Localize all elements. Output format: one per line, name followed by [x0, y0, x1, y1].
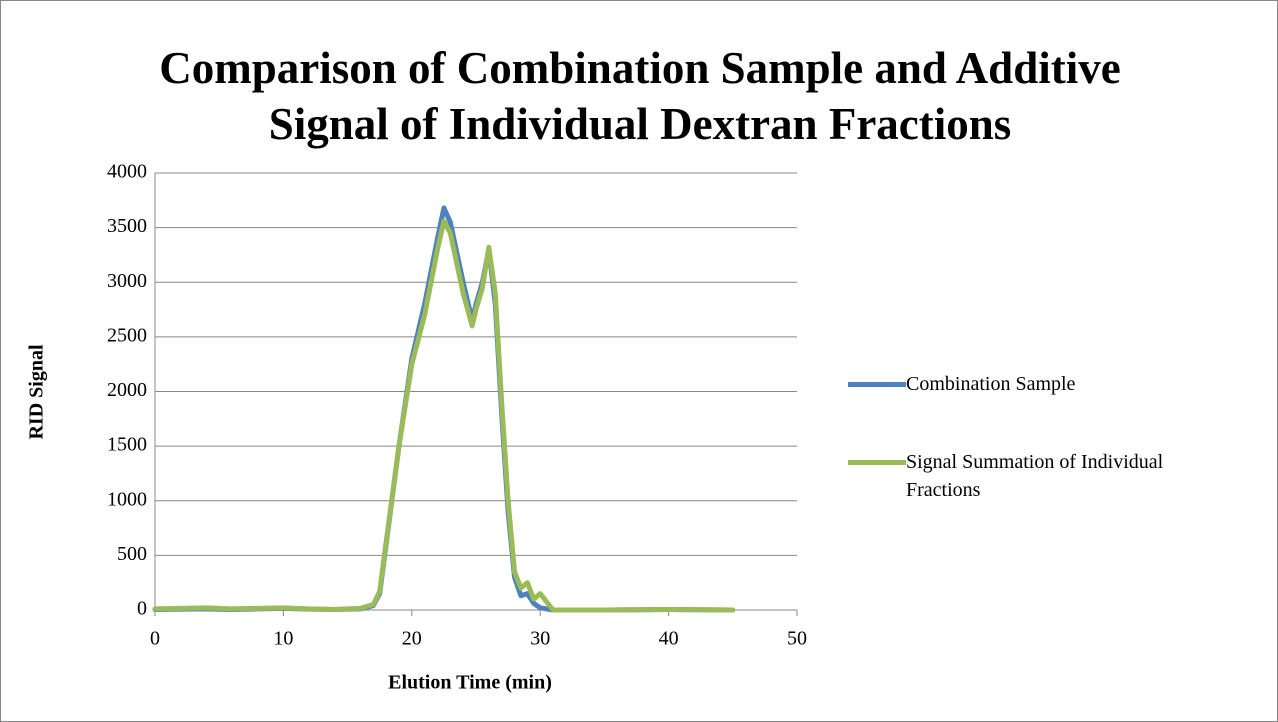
- x-tick-label: 50: [787, 628, 807, 650]
- chart-title: Comparison of Combination Sample and Add…: [159, 43, 1121, 149]
- y-tick-label: 1000: [107, 488, 147, 510]
- legend-label: Combination Sample: [906, 373, 1076, 395]
- y-axis-label: RID Signal: [26, 344, 48, 439]
- y-tick-label: 3000: [107, 270, 147, 292]
- y-tick-label: 2500: [107, 324, 147, 346]
- y-tick-label: 0: [137, 598, 147, 620]
- legend-entry: Signal Summation of Individual Fractions: [848, 448, 1208, 504]
- y-tick-label: 3500: [107, 215, 147, 237]
- x-tick-label: 30: [530, 628, 550, 650]
- y-tick-label: 500: [117, 543, 147, 565]
- legend-swatch: [848, 382, 906, 387]
- legend-swatch: [848, 460, 906, 465]
- x-tick-label: 0: [150, 628, 160, 650]
- y-tick-label: 4000: [107, 161, 147, 183]
- x-tick-label: 10: [273, 628, 293, 650]
- x-tick-label: 20: [402, 628, 422, 650]
- data-line: [152, 218, 736, 613]
- x-tick-label: 40: [659, 628, 679, 650]
- x-axis-label: Elution Time (min): [388, 672, 552, 694]
- legend-label: Signal Summation of Individual Fractions: [906, 451, 1164, 501]
- y-tick-label: 1500: [107, 434, 147, 456]
- y-tick-label: 2000: [107, 379, 147, 401]
- legend-entry: Combination Sample: [848, 370, 1208, 398]
